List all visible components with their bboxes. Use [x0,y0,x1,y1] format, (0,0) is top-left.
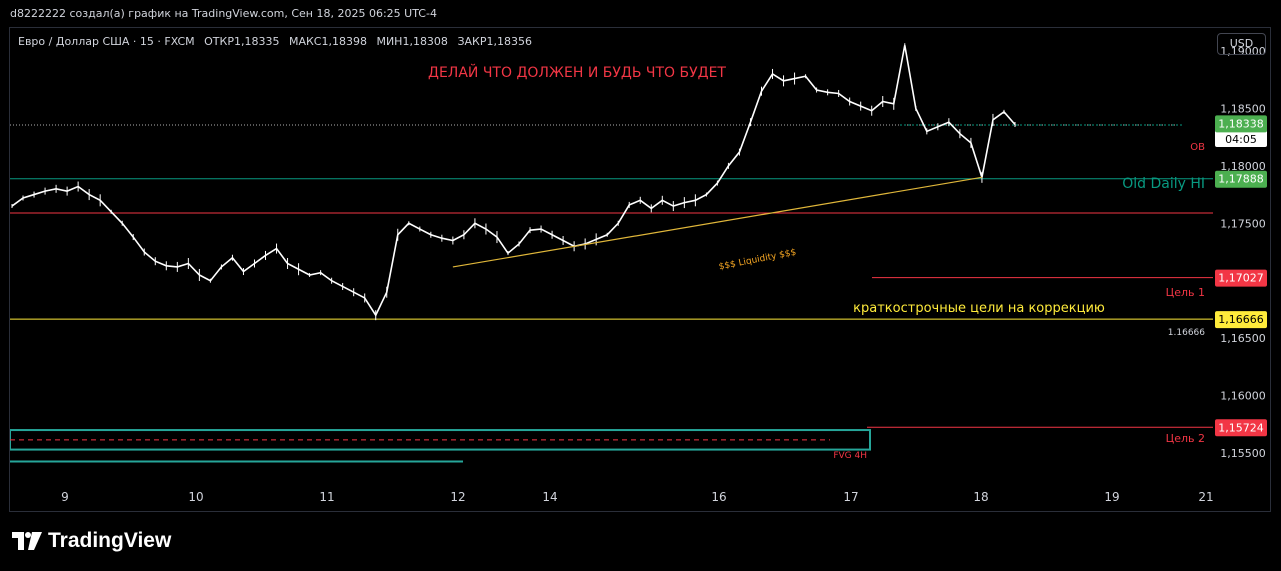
price-label: 1,16666 [1218,313,1264,326]
short-targets-label: краткострочные цели на коррекцию [853,301,1105,316]
chart-title: ДЕЛАЙ ЧТО ДОЛЖЕН И БУДЬ ЧТО БУДЕТ [428,63,726,81]
x-tick-label: 12 [450,490,465,504]
y-tick-label: 1,17500 [1220,217,1266,230]
price-label-box [1215,311,1267,329]
level-1-16666-label: 1.16666 [1168,328,1205,338]
price-axis[interactable]: 1,190001,185001,180001,175001,165001,160… [1215,45,1267,460]
symbol-info: Евро / Доллар США · 15 · FXCM ОТКР1,1833… [18,35,538,48]
ob-label: OB [1190,142,1205,153]
x-tick-label: 14 [542,490,557,504]
high-value: МАКС1,18398 [288,35,367,48]
tradingview-logo[interactable]: TradingView [12,529,171,553]
old-daily-hi-label: Old Daily HI [1122,176,1205,192]
horizontal-levels [10,124,1213,463]
x-tick-label: 18 [973,490,988,504]
x-tick-label: 10 [188,490,203,504]
y-tick-label: 1,16000 [1220,390,1266,403]
price-line [11,45,1016,317]
target-1-label: Цель 1 [1166,286,1205,299]
top-bar: d8222222 создал(а) график на TradingView… [0,0,1281,26]
x-tick-label: 21 [1198,490,1213,504]
annotations: $$$ Liquidity $$$ ДЕЛАЙ ЧТО ДОЛЖЕН И БУДЬ… [428,63,1205,461]
price-label-box [1215,269,1267,287]
open-value: ОТКР1,18335 [204,35,280,48]
logo-text: TradingView [48,529,172,552]
fvg-box [10,429,871,451]
liquidity-label: $$$ Liquidity $$$ [718,248,797,273]
x-tick-label: 19 [1104,490,1119,504]
countdown-label: 04:05 [1225,133,1257,146]
price-label: 1,18338 [1218,117,1264,130]
price-label: 1,17888 [1218,173,1264,186]
y-tick-label: 1,18500 [1220,102,1266,115]
price-label-box [1215,419,1267,437]
footer [0,512,1281,571]
x-tick-label: 11 [319,490,334,504]
price-label: 1,17027 [1218,272,1264,285]
y-tick-label: 1,18000 [1220,160,1266,173]
author-line: d8222222 создал(а) график на TradingView… [10,7,437,20]
fvg-label: FVG 4H [833,451,867,461]
close-value: ЗАКР1,18356 [457,35,532,48]
liquidity-trendline [452,176,983,268]
y-tick-label: 1,16500 [1220,332,1266,345]
price-label-box [1215,115,1267,133]
symbol-name[interactable]: Евро / Доллар США · 15 · FXCM [18,35,195,48]
tradingview-logo-icon [12,532,42,550]
time-axis[interactable]: 9 10 11 12 14 16 17 18 19 21 [61,490,1213,504]
x-tick-label: 16 [711,490,726,504]
price-label-box [1215,170,1267,188]
y-tick-label: 1,15500 [1220,447,1266,460]
x-tick-label: 9 [61,490,69,504]
price-label: 1,15724 [1218,421,1264,434]
price-series [11,43,1016,321]
currency-button[interactable]: USD [1217,33,1266,55]
x-tick-label: 17 [843,490,858,504]
price-chart[interactable]: $$$ Liquidity $$$ ДЕЛАЙ ЧТО ДОЛЖЕН И БУДЬ… [10,28,1270,511]
target-2-label: Цель 2 [1166,432,1205,445]
low-value: МИН1,18308 [376,35,448,48]
